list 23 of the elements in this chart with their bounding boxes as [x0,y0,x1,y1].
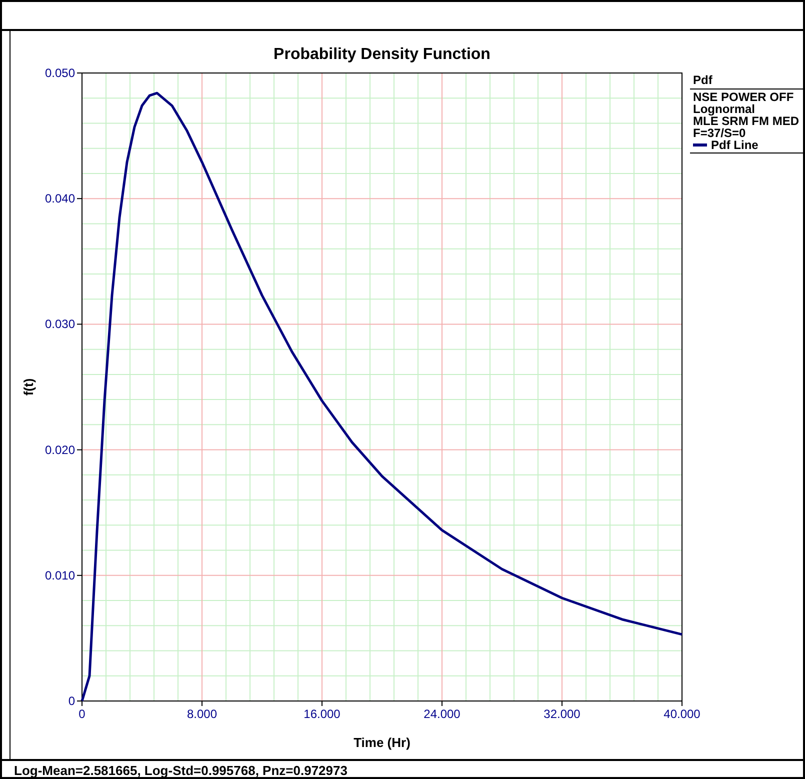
x-axis-title: Time (Hr) [354,735,410,750]
y-tick-label: 0.030 [44,317,76,332]
text: MLE SRM FM MED [693,114,800,128]
y-tick-label: 0.050 [44,66,76,80]
chart-title: Probability Density Function [274,46,490,63]
text: F=37/S=0 [693,126,746,140]
y-tick-label: 0.040 [44,192,76,206]
x-tick-label: 32.000 [544,707,581,721]
x-tick-label: 16.000 [304,707,341,721]
x-tick-label: 8.000 [186,707,218,721]
text: Lognormal [693,102,755,116]
x-tick-label: 0 [78,707,86,721]
legend-title: Pdf [693,73,714,87]
y-axis-title: f(t) [21,378,36,396]
legend-label: Pdf Line [711,138,759,152]
line-series [80,92,684,702]
x-tick-label: 24.000 [424,707,461,721]
y-tick-label: 0.010 [44,568,76,582]
y-tick-label: 0.020 [44,442,76,457]
text: NSE POWER OFF [693,90,794,104]
x-tick-label: 40.000 [664,707,701,721]
y-tick-label: 0 [68,694,76,708]
text: Log-Mean=2.581665, Log-Std=0.995768, Pnz=0.972973 [14,763,348,778]
